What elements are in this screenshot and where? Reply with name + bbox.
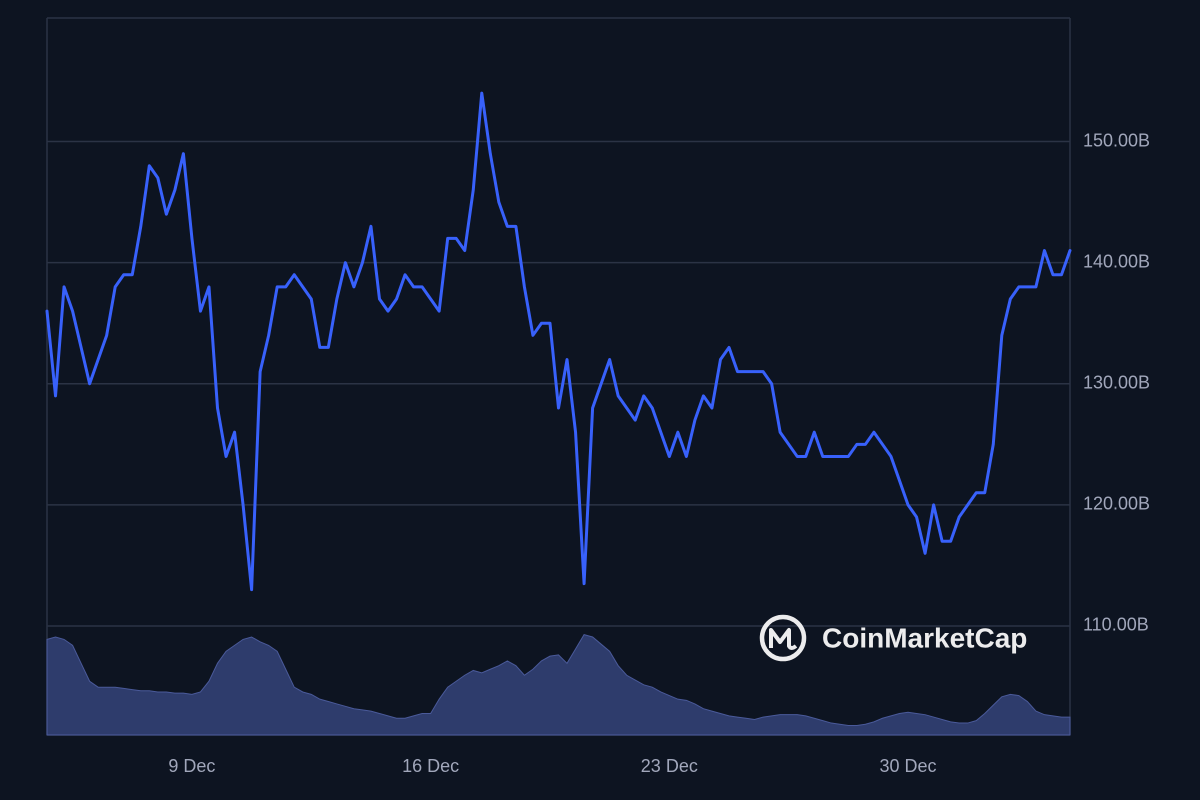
logo-mark — [769, 628, 798, 650]
price-line — [45, 91, 1072, 592]
logo-ring — [759, 614, 807, 662]
x-tick-label: 30 Dec — [880, 756, 937, 776]
volume-area — [46, 634, 1071, 736]
plot: 110.00B 120.00B 130.00B 140.00B 150.00B 9 Dec… — [45, 91, 1150, 776]
y-tick-label: 140.00B — [1083, 251, 1150, 271]
y-tick-label: 110.00B — [1083, 615, 1149, 635]
y-tick-label: 130.00B — [1083, 373, 1150, 393]
watermark: CoinMarketCap — [759, 614, 1027, 662]
x-tick-label: 23 Dec — [641, 756, 698, 776]
y-tick-label: 120.00B — [1083, 494, 1150, 514]
watermark-text: CoinMarketCap — [822, 622, 1027, 653]
x-tick-label: 16 Dec — [402, 756, 459, 776]
y-tick-label: 150.00B — [1083, 130, 1150, 150]
x-tick-label: 9 Dec — [168, 756, 215, 776]
